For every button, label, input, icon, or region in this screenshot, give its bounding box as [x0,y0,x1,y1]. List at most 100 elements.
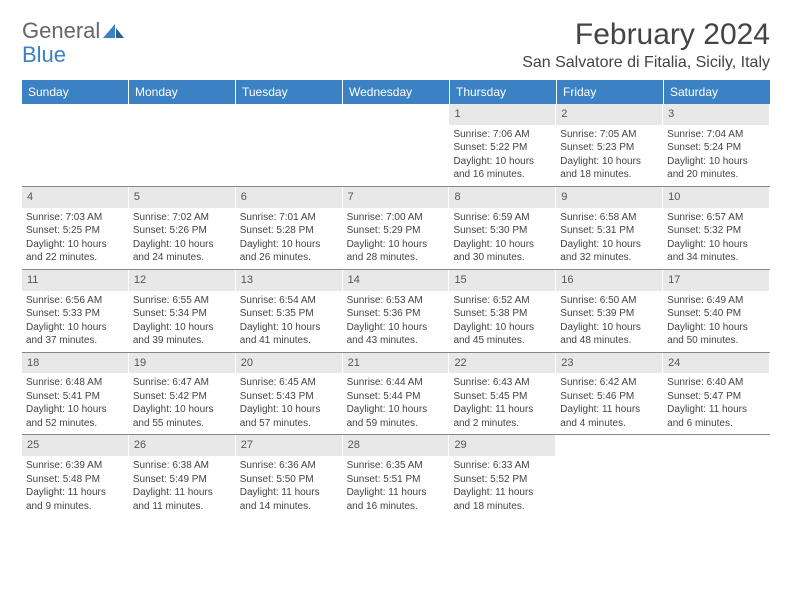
day-d2: and 20 minutes. [667,168,765,182]
day-sunset: Sunset: 5:51 PM [347,473,445,487]
weekday-header: Wednesday [343,80,450,104]
day-d1: Daylight: 10 hours [453,155,551,169]
day-d2: and 43 minutes. [347,334,445,348]
day-d2: and 57 minutes. [240,417,338,431]
day-number: 23 [556,353,662,374]
day-cell: 10Sunrise: 6:57 AMSunset: 5:32 PMDayligh… [663,187,770,269]
day-cell: 11Sunrise: 6:56 AMSunset: 5:33 PMDayligh… [22,270,129,352]
day-number: 4 [22,187,128,208]
day-d2: and 52 minutes. [26,417,124,431]
day-cell [22,104,129,186]
day-number: 9 [556,187,662,208]
day-body: Sunrise: 6:42 AMSunset: 5:46 PMDaylight:… [556,373,662,434]
day-sunset: Sunset: 5:45 PM [453,390,551,404]
day-cell: 18Sunrise: 6:48 AMSunset: 5:41 PMDayligh… [22,353,129,435]
location: San Salvatore di Fitalia, Sicily, Italy [522,54,770,72]
day-sunset: Sunset: 5:24 PM [667,141,765,155]
day-sunset: Sunset: 5:52 PM [453,473,551,487]
day-d2: and 37 minutes. [26,334,124,348]
day-number: 27 [236,435,342,456]
weekday-header: Saturday [664,80,770,104]
day-sunrise: Sunrise: 6:45 AM [240,376,338,390]
day-sunset: Sunset: 5:47 PM [667,390,765,404]
day-d2: and 45 minutes. [453,334,551,348]
day-body: Sunrise: 6:49 AMSunset: 5:40 PMDaylight:… [663,291,769,352]
day-sunrise: Sunrise: 6:49 AM [667,294,765,308]
calendar: SundayMondayTuesdayWednesdayThursdayFrid… [22,80,770,517]
day-number: 11 [22,270,128,291]
day-number: 26 [129,435,235,456]
day-cell: 9Sunrise: 6:58 AMSunset: 5:31 PMDaylight… [556,187,663,269]
day-d2: and 9 minutes. [26,500,124,514]
logo-text-2: Blue [22,42,66,68]
logo: General [22,18,125,44]
day-sunset: Sunset: 5:28 PM [240,224,338,238]
day-body: Sunrise: 6:58 AMSunset: 5:31 PMDaylight:… [556,208,662,269]
day-sunrise: Sunrise: 6:33 AM [453,459,551,473]
day-d1: Daylight: 11 hours [560,403,658,417]
title-block: February 2024 San Salvatore di Fitalia, … [522,18,770,72]
day-sunrise: Sunrise: 6:42 AM [560,376,658,390]
day-number: 15 [449,270,555,291]
day-d2: and 59 minutes. [347,417,445,431]
day-sunset: Sunset: 5:48 PM [26,473,124,487]
day-cell: 6Sunrise: 7:01 AMSunset: 5:28 PMDaylight… [236,187,343,269]
week-row: 25Sunrise: 6:39 AMSunset: 5:48 PMDayligh… [22,434,770,517]
day-sunrise: Sunrise: 7:06 AM [453,128,551,142]
day-d1: Daylight: 10 hours [26,238,124,252]
weekday-header: Sunday [22,80,129,104]
day-cell: 2Sunrise: 7:05 AMSunset: 5:23 PMDaylight… [556,104,663,186]
day-sunset: Sunset: 5:50 PM [240,473,338,487]
day-sunrise: Sunrise: 6:36 AM [240,459,338,473]
day-sunrise: Sunrise: 6:40 AM [667,376,765,390]
day-d1: Daylight: 10 hours [26,321,124,335]
day-body: Sunrise: 7:02 AMSunset: 5:26 PMDaylight:… [129,208,235,269]
day-body: Sunrise: 6:35 AMSunset: 5:51 PMDaylight:… [343,456,449,517]
day-number: 22 [449,353,555,374]
day-body: Sunrise: 7:03 AMSunset: 5:25 PMDaylight:… [22,208,128,269]
day-number: 12 [129,270,235,291]
day-cell: 27Sunrise: 6:36 AMSunset: 5:50 PMDayligh… [236,435,343,517]
day-d2: and 39 minutes. [133,334,231,348]
week-row: 18Sunrise: 6:48 AMSunset: 5:41 PMDayligh… [22,352,770,435]
day-body: Sunrise: 6:52 AMSunset: 5:38 PMDaylight:… [449,291,555,352]
day-d2: and 16 minutes. [453,168,551,182]
day-d2: and 11 minutes. [133,500,231,514]
day-body: Sunrise: 6:57 AMSunset: 5:32 PMDaylight:… [663,208,769,269]
day-sunrise: Sunrise: 6:56 AM [26,294,124,308]
day-cell: 3Sunrise: 7:04 AMSunset: 5:24 PMDaylight… [663,104,770,186]
day-d2: and 34 minutes. [667,251,765,265]
day-body: Sunrise: 6:43 AMSunset: 5:45 PMDaylight:… [449,373,555,434]
week-row: 4Sunrise: 7:03 AMSunset: 5:25 PMDaylight… [22,186,770,269]
day-body: Sunrise: 6:44 AMSunset: 5:44 PMDaylight:… [343,373,449,434]
day-sunset: Sunset: 5:32 PM [667,224,765,238]
day-body: Sunrise: 6:48 AMSunset: 5:41 PMDaylight:… [22,373,128,434]
day-cell: 16Sunrise: 6:50 AMSunset: 5:39 PMDayligh… [556,270,663,352]
day-d2: and 22 minutes. [26,251,124,265]
day-body: Sunrise: 6:33 AMSunset: 5:52 PMDaylight:… [449,456,555,517]
day-sunset: Sunset: 5:30 PM [453,224,551,238]
day-sunrise: Sunrise: 7:02 AM [133,211,231,225]
day-cell: 21Sunrise: 6:44 AMSunset: 5:44 PMDayligh… [343,353,450,435]
day-d2: and 14 minutes. [240,500,338,514]
day-cell: 8Sunrise: 6:59 AMSunset: 5:30 PMDaylight… [449,187,556,269]
day-sunrise: Sunrise: 6:54 AM [240,294,338,308]
day-d2: and 55 minutes. [133,417,231,431]
weekday-header-row: SundayMondayTuesdayWednesdayThursdayFrid… [22,80,770,104]
day-d2: and 41 minutes. [240,334,338,348]
day-d1: Daylight: 10 hours [667,321,765,335]
day-sunset: Sunset: 5:46 PM [560,390,658,404]
day-cell: 13Sunrise: 6:54 AMSunset: 5:35 PMDayligh… [236,270,343,352]
day-d1: Daylight: 10 hours [26,403,124,417]
day-cell: 20Sunrise: 6:45 AMSunset: 5:43 PMDayligh… [236,353,343,435]
day-d1: Daylight: 10 hours [240,321,338,335]
day-sunrise: Sunrise: 6:35 AM [347,459,445,473]
day-cell [236,104,343,186]
day-sunrise: Sunrise: 6:55 AM [133,294,231,308]
day-number: 17 [663,270,769,291]
day-sunset: Sunset: 5:31 PM [560,224,658,238]
day-d1: Daylight: 10 hours [560,321,658,335]
day-sunset: Sunset: 5:26 PM [133,224,231,238]
day-d1: Daylight: 11 hours [26,486,124,500]
day-cell: 23Sunrise: 6:42 AMSunset: 5:46 PMDayligh… [556,353,663,435]
